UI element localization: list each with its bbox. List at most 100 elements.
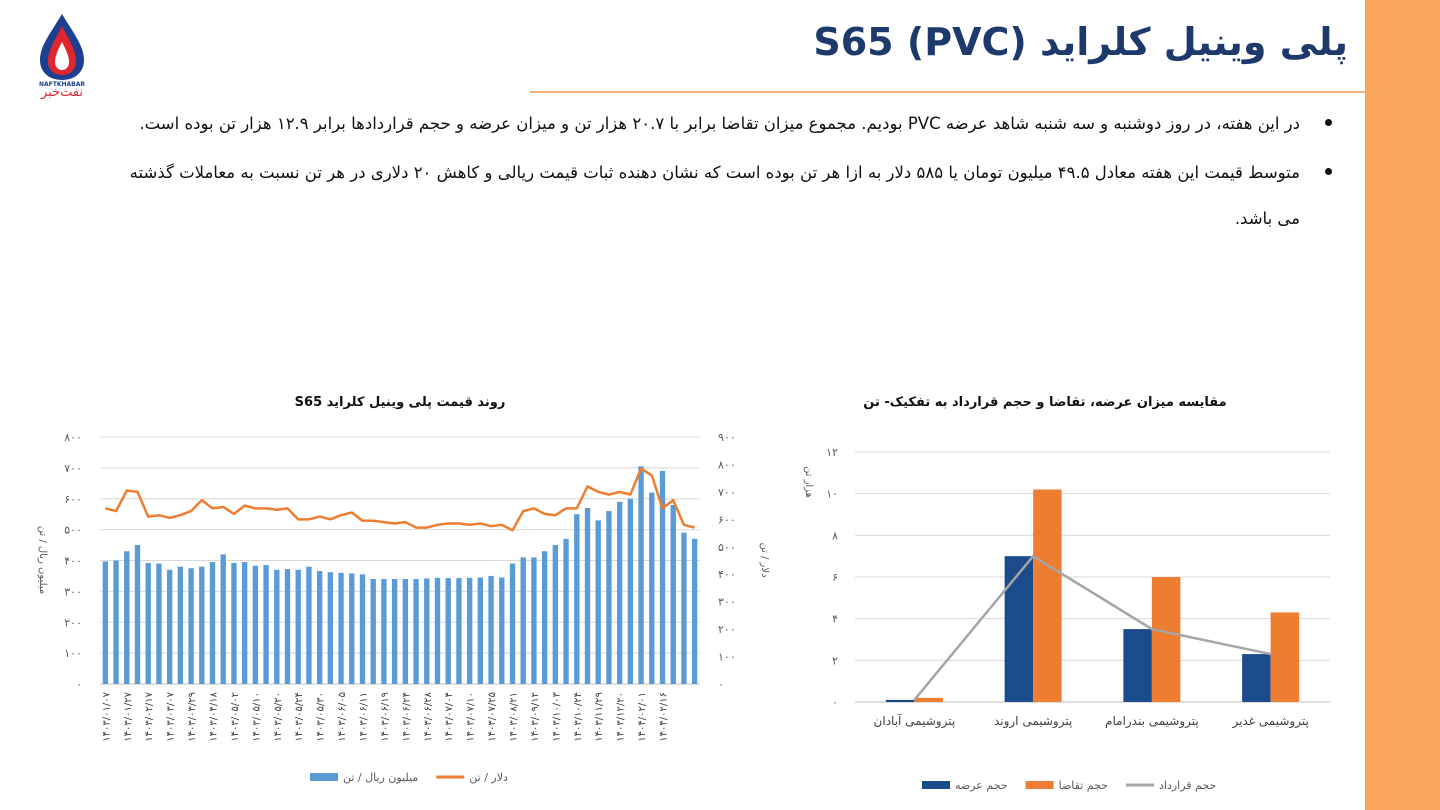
bar [156,563,162,684]
y-tick-label: ۰ [832,696,838,709]
bar [531,557,537,684]
x-tick-label: ۱۴۰۳/۰۵/۱۰ [251,692,262,742]
line [913,554,1271,701]
bar [284,569,291,684]
x-tick-label: ۱۴۰۳/۰۷/۱۰ [466,692,477,742]
y-axis-title: میلیون ریال / تن [37,526,48,594]
bar [670,504,676,684]
y-tick-label: ۵۰۰ [64,524,82,537]
bar [456,578,462,684]
bar [1004,556,1034,702]
y-tick-label: ۸۰۰ [64,431,82,444]
bar [295,569,301,684]
y2-tick-label: ۱۰۰ [718,651,736,664]
bar [274,569,280,684]
x-tick-label: پتروشیمی بندرامام [1105,714,1199,729]
bar [914,697,943,702]
x-tick-label: ۱۴۰۳/۰۶/۲۸ [423,691,434,741]
bar [574,514,580,684]
logo-latin: NAFTKHABAR [39,81,85,88]
title-rule [530,91,1365,93]
y-tick-label: ۶ [832,571,838,584]
x-tick-label: ۱۴۰۳/۰۷/۲۵ [487,692,498,742]
x-tick-label: ۱۴۰۴/۰۲/۱۶ [659,692,670,742]
x-tick-label: ۱۴۰۳/۰۱/۰۷ [101,691,112,741]
y-tick-label: ۷۰۰ [64,462,82,475]
bar [1242,654,1271,702]
x-tick-label: پتروشیمی آبادان [874,713,956,729]
y-tick-label: ۳۰۰ [64,585,82,598]
y2-tick-label: ۸۰۰ [718,458,736,471]
bar [349,573,355,684]
logo-persian: نفت‌خبر [40,85,83,100]
bar [327,572,334,684]
x-tick-label: ۱۴۰۳/۰۵/۲۰ [273,692,284,742]
bar [124,551,130,684]
chart-title: روند قیمت پلی وینیل کلراید S65 [295,395,506,410]
bar [102,561,109,684]
x-tick-label: ۱۴۰۳/۰۳/۰۷ [166,691,177,741]
legend-swatch [1025,781,1054,789]
y-tick-label: ۶۰۰ [64,493,82,506]
bullet-list: در این هفته، در روز دوشنبه و سه شنبه شاه… [115,101,1332,245]
bar [584,508,591,684]
bar [402,579,409,684]
bar [1033,489,1062,702]
bar [145,562,151,684]
bar [370,579,376,684]
legend-label: حجم تقاضا [1059,779,1108,792]
bar [134,545,141,684]
y2-tick-label: ۰ [718,678,724,691]
y-tick-label: ۴ [832,613,838,626]
bar [659,470,666,684]
bar [616,501,623,684]
chart-title: مقایسه میزان عرضه، تقاضا و حجم قرارداد ب… [863,395,1226,410]
bullet: متوسط قیمت این هفته معادل ۴۹.۵ میلیون تو… [115,150,1332,242]
x-tick-label: ۱۴۰۳/۰۶/۱۹ [380,692,391,742]
y-axis-title: هزار تن [803,466,814,498]
bar [306,566,312,684]
y2-tick-label: ۳۰۰ [718,596,736,609]
legend-label: حجم قرارداد [1159,779,1216,792]
bar [252,565,259,684]
x-tick-label: ۱۴۰۳/۰۴/۱۸ [209,691,220,741]
bar [209,562,216,684]
x-tick-label: ۱۴۰۴/۰۲/۰۱ [637,692,648,742]
bar [381,579,387,684]
y-tick-label: ۱۲ [826,446,838,459]
bar [413,579,419,684]
bar [391,579,398,684]
x-tick-label: ۱۴۰۳/۰۵/۳۰ [316,692,327,742]
bar [359,574,366,684]
bar [166,569,173,684]
y2-tick-label: ۵۰۰ [718,541,736,554]
y-tick-label: ۱۰۰ [64,647,82,660]
bar [1270,612,1300,702]
legend-swatch [922,781,950,789]
y2-tick-label: ۷۰۰ [718,486,736,499]
bar [649,492,655,684]
x-tick-label: ۱۴۰۳/۰۶/۰۵ [337,692,348,742]
x-tick-label: ۱۴۰۳/۱۱/۲۹ [594,692,605,742]
x-tick-label: ۱۴۰۳/۱۰/۰۳ [551,691,562,741]
bar [231,562,237,684]
bar [499,577,505,684]
bullet: در این هفته، در روز دوشنبه و سه شنبه شاه… [115,101,1332,147]
legend-label: حجم عرضه [955,779,1008,792]
bar [199,566,205,684]
bar [1151,577,1181,702]
y2-tick-label: ۴۰۰ [718,568,736,581]
x-tick-label: ۱۴۰۳/۰۳/۲۹ [187,692,198,742]
bar [1123,629,1152,702]
y-tick-label: ۰ [76,678,82,691]
bar [681,532,687,684]
x-tick-label: ۱۴۰۳/۰۷/۰۴ [444,692,455,742]
y-tick-label: ۴۰۰ [64,555,82,568]
bar [434,577,441,684]
x-tick-label: ۱۴۰۳/۱۰/۲۴ [573,692,584,742]
bar [488,575,494,684]
bar [263,565,269,684]
y-tick-label: ۸ [832,529,838,542]
x-tick-label: پتروشیمی غدیر [1231,714,1308,729]
